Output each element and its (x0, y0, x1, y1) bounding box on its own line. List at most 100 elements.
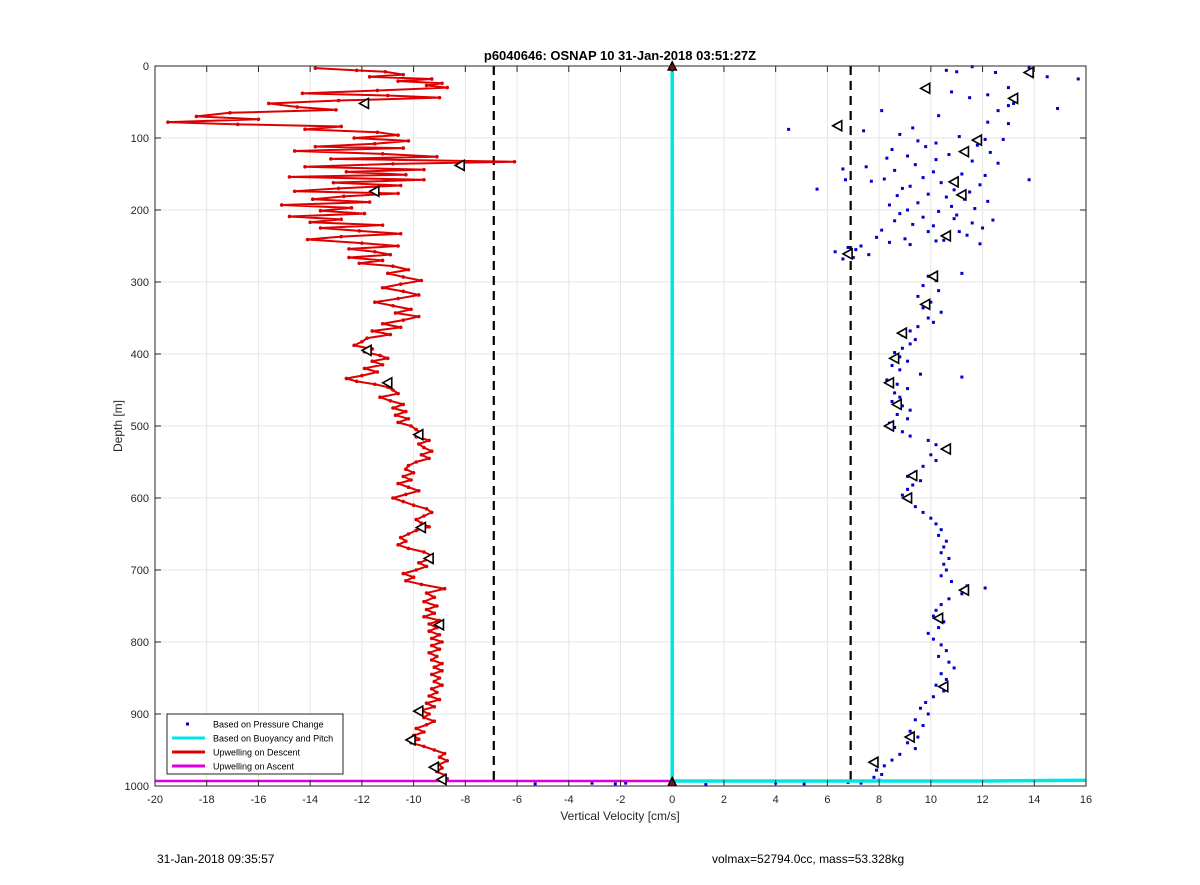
descent-point (357, 261, 362, 266)
pressure-change-point (1006, 86, 1010, 90)
descent-point (445, 85, 450, 90)
pressure-change-point (960, 592, 964, 596)
descent-point (404, 492, 408, 497)
pressure-change-point (944, 195, 948, 199)
pressure-change-point (906, 741, 910, 745)
legend-label: Upwelling on Ascent (213, 762, 295, 772)
descent-point (419, 453, 424, 457)
pressure-change-point (913, 747, 917, 751)
descent-point (404, 579, 408, 583)
direction-marker (931, 611, 944, 625)
x-tick-label: -4 (564, 794, 574, 806)
descent-point (404, 409, 408, 414)
pressure-change-point (952, 217, 956, 221)
pressure-change-point (867, 253, 871, 257)
pressure-change-point (921, 306, 925, 310)
pressure-change-point (926, 438, 930, 442)
descent-point (424, 507, 429, 511)
descent-point (422, 744, 426, 749)
legend-label: Based on Buoyancy and Pitch (213, 734, 333, 744)
pressure-change-point (533, 782, 537, 786)
descent-point (442, 586, 447, 591)
pressure-change-point (929, 300, 933, 304)
pressure-change-point (942, 545, 946, 549)
pressure-change-point (885, 378, 889, 382)
descent-point (292, 149, 297, 153)
pressure-change-point (913, 163, 917, 167)
pressure-change-point (900, 186, 904, 190)
descent-point (416, 489, 421, 493)
direction-marker (432, 618, 445, 632)
descent-point (406, 139, 411, 143)
descent-point (396, 191, 400, 196)
descent-point (401, 146, 406, 150)
pressure-change-point (1056, 106, 1060, 110)
x-tick-label: 10 (925, 794, 937, 806)
pressure-change-point (908, 342, 912, 346)
pressure-change-point (880, 772, 884, 776)
descent-point (347, 247, 351, 251)
descent-point (303, 165, 307, 169)
pressure-change-point (900, 404, 904, 408)
descent-point (360, 373, 364, 378)
pressure-change-point (908, 434, 912, 438)
pressure-change-point (898, 212, 902, 216)
x-tick-label: 4 (773, 794, 779, 806)
descent-point (429, 449, 434, 454)
descent-point (334, 108, 338, 112)
descent-point (427, 712, 431, 716)
descent-point (375, 88, 380, 93)
descent-point (375, 370, 380, 374)
descent-point (435, 604, 439, 608)
axis-ticks: -20 -18 -16 -14 -12 -10 -8 -6 -4 -2 0 2 4 6 8 10 12 14 160… (125, 61, 1093, 806)
direction-marker (412, 704, 424, 718)
descent-point (383, 69, 387, 74)
descent-point (228, 111, 232, 115)
pressure-change-point (937, 289, 941, 293)
descent-point (370, 359, 375, 364)
pressure-change-point (955, 70, 959, 74)
descent-point (318, 226, 323, 230)
descent-point (391, 162, 395, 166)
descent-point (391, 406, 395, 410)
pressure-change-point (926, 192, 930, 196)
descent-point (437, 755, 442, 759)
descent-point (398, 325, 403, 330)
descent-point (401, 571, 406, 576)
descent-point (360, 339, 364, 344)
descent-point (414, 568, 418, 572)
pressure-change-point (916, 325, 920, 329)
descent-point (406, 485, 411, 490)
descent-point (435, 154, 439, 159)
descent-point (380, 223, 385, 227)
descent-point (416, 293, 421, 297)
direction-marker (903, 730, 915, 744)
descent-point (440, 683, 444, 687)
descent-point (409, 478, 413, 482)
descent-point (341, 194, 346, 199)
pressure-change-point (952, 666, 956, 670)
descent-point (422, 167, 426, 172)
descent-point (393, 413, 398, 418)
descent-point (336, 98, 341, 103)
descent-point (414, 517, 418, 522)
descent-point (422, 615, 426, 619)
pressure-change-point (900, 346, 904, 350)
x-tick-label: 2 (721, 794, 727, 806)
pressure-change-point (939, 672, 943, 676)
pressure-change-point (988, 150, 992, 154)
descent-point (385, 356, 390, 361)
pressure-change-point (960, 172, 964, 176)
pressure-change-point (950, 90, 954, 94)
descent-point (347, 255, 351, 260)
legend-box (166, 713, 344, 775)
pressure-change-point (893, 168, 897, 172)
pressure-change-point (944, 68, 948, 72)
pressure-change-point (613, 782, 617, 786)
direction-marker (887, 351, 900, 365)
pressure-change-point (918, 479, 922, 483)
y-tick-label: 800 (131, 637, 149, 649)
pressure-change-point (906, 359, 910, 363)
descent-point (373, 300, 377, 304)
